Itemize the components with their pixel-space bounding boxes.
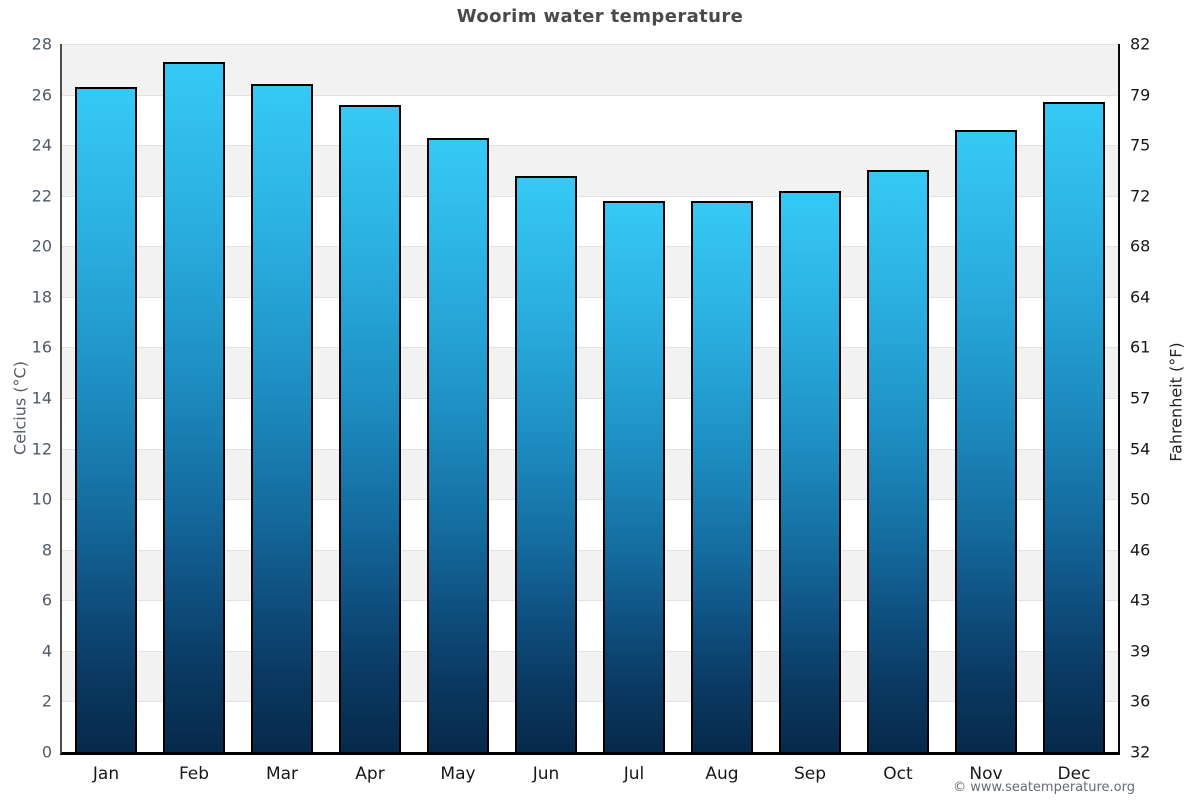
fahrenheit-tick-39: 39	[1130, 641, 1151, 661]
bar-jan	[75, 87, 137, 752]
fahrenheit-tick-46: 46	[1130, 540, 1151, 560]
plot-band	[62, 94, 1118, 146]
gridline-18c	[62, 296, 1118, 298]
bar-dec	[1043, 102, 1105, 752]
plot-band	[62, 44, 1118, 95]
plot-band	[62, 246, 1118, 297]
gridline-12c	[62, 448, 1118, 450]
gridline-4c	[62, 650, 1118, 652]
bar-mar	[251, 84, 313, 752]
plot-band	[62, 145, 1118, 196]
bar-jun	[515, 175, 577, 752]
gridline-16c	[62, 347, 1118, 349]
celsius-axis-title: Celcius (°C)	[10, 361, 30, 455]
celsius-tick-2: 2	[41, 691, 52, 711]
celsius-tick-26: 26	[31, 85, 52, 105]
celsius-tick-20: 20	[31, 236, 52, 256]
fahrenheit-tick-61: 61	[1130, 337, 1151, 357]
plot-band	[62, 296, 1118, 348]
plot-band	[62, 499, 1118, 550]
plot-band	[62, 600, 1118, 651]
bar-sep	[779, 190, 841, 752]
gridline-6c	[62, 600, 1118, 602]
bar-aug	[691, 200, 753, 752]
celsius-tick-0: 0	[41, 742, 52, 762]
plot-band	[62, 701, 1118, 752]
x-tick-jan: Jan	[92, 764, 120, 784]
bar-jul	[603, 200, 665, 752]
bar-feb	[163, 61, 225, 752]
celsius-tick-18: 18	[31, 287, 52, 307]
gridline-8c	[62, 549, 1118, 551]
fahrenheit-tick-32: 32	[1130, 742, 1151, 762]
fahrenheit-tick-36: 36	[1130, 691, 1151, 711]
x-tick-oct: Oct	[883, 764, 913, 784]
fahrenheit-tick-64: 64	[1130, 287, 1151, 307]
gridline-28c	[62, 44, 1118, 45]
celsius-tick-28: 28	[31, 34, 52, 54]
bar-oct	[867, 170, 929, 752]
celsius-tick-12: 12	[31, 439, 52, 459]
gridline-26c	[62, 94, 1118, 96]
gridline-20c	[62, 246, 1118, 248]
x-tick-sep: Sep	[793, 764, 827, 784]
plot-band	[62, 195, 1118, 247]
x-tick-feb: Feb	[178, 764, 210, 784]
plot-band	[62, 448, 1118, 500]
x-tick-jun: Jun	[532, 764, 560, 784]
celsius-tick-6: 6	[41, 590, 52, 610]
fahrenheit-tick-79: 79	[1130, 85, 1151, 105]
gridline-2c	[62, 701, 1118, 703]
plot-band	[62, 549, 1118, 601]
celsius-tick-22: 22	[31, 186, 52, 206]
gridline-14c	[62, 398, 1118, 399]
plot-band	[62, 347, 1118, 398]
fahrenheit-axis-title: Fahrenheit (°F)	[1166, 342, 1186, 462]
chart-title: Woorim water temperature	[456, 6, 744, 27]
fahrenheit-tick-82: 82	[1130, 34, 1151, 54]
celsius-tick-14: 14	[31, 388, 52, 408]
gridline-22c	[62, 195, 1118, 197]
x-tick-dec: Dec	[1057, 764, 1091, 784]
gridline-10c	[62, 499, 1118, 501]
gridline-24c	[62, 145, 1118, 147]
celsius-tick-4: 4	[41, 641, 52, 661]
fahrenheit-tick-75: 75	[1130, 135, 1151, 155]
celsius-tick-10: 10	[31, 489, 52, 509]
x-tick-jul: Jul	[623, 764, 645, 784]
bar-nov	[955, 129, 1017, 752]
fahrenheit-tick-50: 50	[1130, 489, 1151, 509]
x-tick-apr: Apr	[355, 764, 385, 784]
x-tick-may: May	[440, 764, 476, 784]
plot-area: Jan Feb Mar Apr May Jun Jul Aug Sep Oct Nov Dec 0 32 2…	[32, 35, 1151, 785]
copyright-credit: © www.seatemperature.org	[953, 780, 1135, 795]
celsius-tick-24: 24	[31, 135, 52, 155]
fahrenheit-tick-72: 72	[1130, 186, 1151, 206]
fahrenheit-tick-68: 68	[1130, 236, 1151, 256]
x-tick-nov: Nov	[969, 764, 1003, 784]
plot-band	[62, 398, 1118, 449]
fahrenheit-tick-57: 57	[1130, 388, 1151, 408]
x-tick-mar: Mar	[265, 764, 299, 784]
bar-may	[427, 137, 489, 752]
bar-apr	[339, 104, 401, 752]
celsius-tick-16: 16	[31, 337, 52, 357]
celsius-tick-8: 8	[41, 540, 52, 560]
plot-band	[62, 650, 1118, 702]
x-tick-aug: Aug	[705, 764, 739, 784]
fahrenheit-tick-43: 43	[1130, 590, 1151, 610]
fahrenheit-tick-54: 54	[1130, 439, 1151, 459]
